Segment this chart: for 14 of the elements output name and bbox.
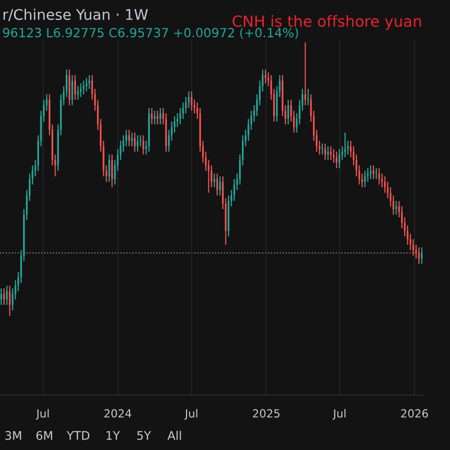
x-tick-label: 2025: [252, 409, 280, 418]
x-tick-label: 2026: [401, 409, 428, 418]
x-tick-label: Jul: [184, 408, 198, 420]
x-tick-label: Jul: [332, 408, 346, 420]
text: 6M: [36, 430, 52, 440]
x-tick-label: Jul: [36, 408, 49, 420]
chart-title: r/Chinese Yuan · 1W: [4, 8, 148, 22]
text: YTD: [66, 431, 90, 440]
text: 3M: [5, 430, 22, 440]
x-tick-label: 2024: [104, 409, 132, 418]
chart-subtitle: 96123 L6.92775 C6.95737 +0.00972 (+0.14%): [3, 28, 298, 39]
text: 5Y: [137, 431, 152, 440]
text: All: [167, 430, 181, 440]
text: 1Y: [106, 431, 120, 440]
